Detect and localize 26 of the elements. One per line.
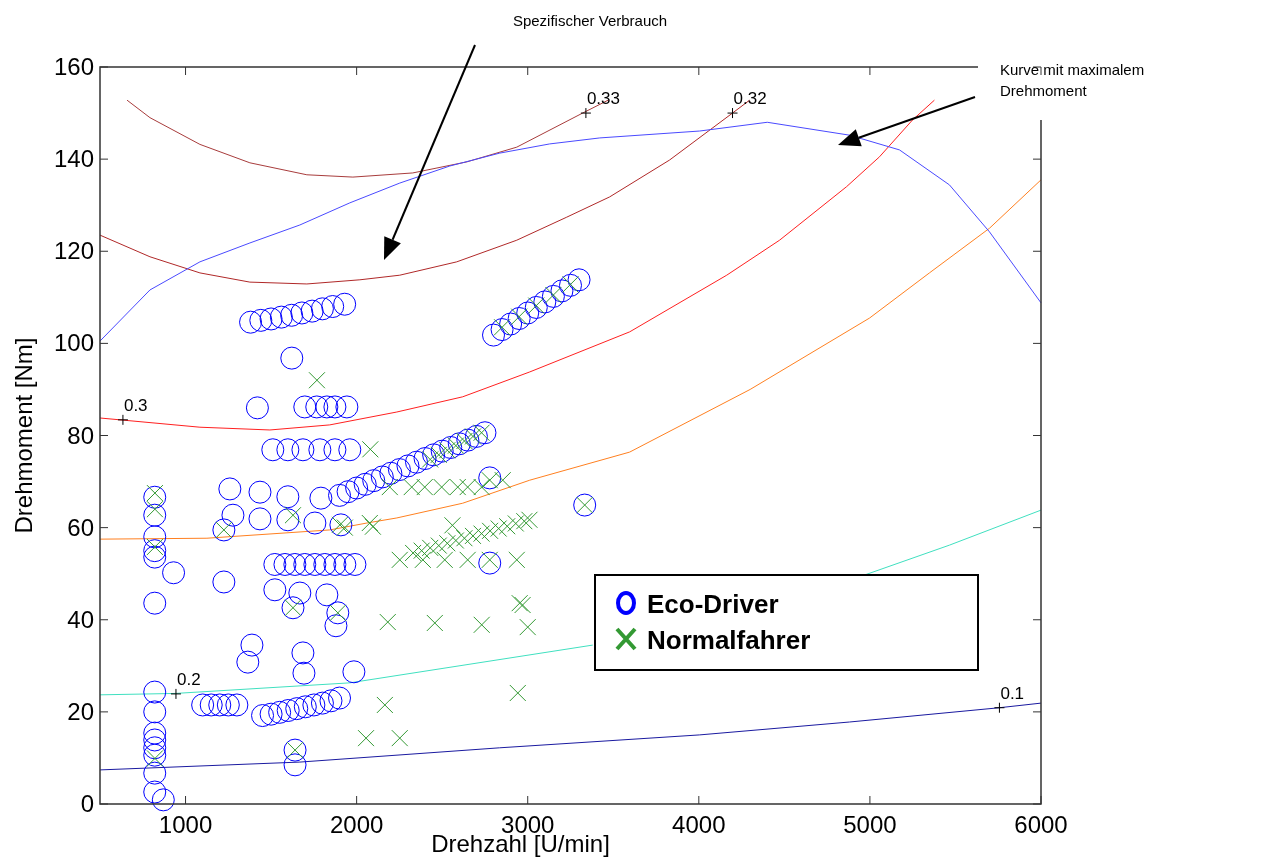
- legend-label: Eco-Driver: [647, 589, 779, 619]
- y-tick-label: 100: [53, 329, 94, 357]
- x-tick-label: 1000: [158, 811, 213, 838]
- y-axis-title: Drehmoment [Nm]: [10, 337, 37, 534]
- x-tick-label: 6000: [1014, 811, 1068, 838]
- annotation: 0.2: [176, 669, 201, 689]
- annotation: 0.33: [586, 89, 620, 109]
- annotation: 0.32: [733, 89, 767, 109]
- y-tick-label: 60: [67, 513, 94, 541]
- annotation: 0.3: [123, 395, 148, 415]
- y-tick-label: 120: [53, 237, 94, 265]
- y-tick-label: 160: [53, 53, 94, 80]
- x-tick-label: 5000: [843, 811, 897, 838]
- annotation: Kurve mit maximalem Drehmoment: [1000, 61, 1145, 99]
- annotation: 0.1: [1000, 683, 1025, 703]
- line-series: [99, 121, 1042, 342]
- y-tick-label: 20: [67, 697, 94, 725]
- y-tick-label: 80: [67, 421, 94, 449]
- y-tick-label: 0: [80, 790, 94, 817]
- y-tick-label: 40: [67, 605, 94, 633]
- text: Spezifischer Verbrauch: [512, 12, 668, 29]
- x-tick-label: 4000: [672, 811, 726, 838]
- line-series: [99, 179, 1042, 540]
- y-tick-label: 140: [53, 145, 94, 173]
- x-tick-label: 2000: [329, 811, 384, 838]
- legend-label: Normalfahrer: [647, 625, 811, 655]
